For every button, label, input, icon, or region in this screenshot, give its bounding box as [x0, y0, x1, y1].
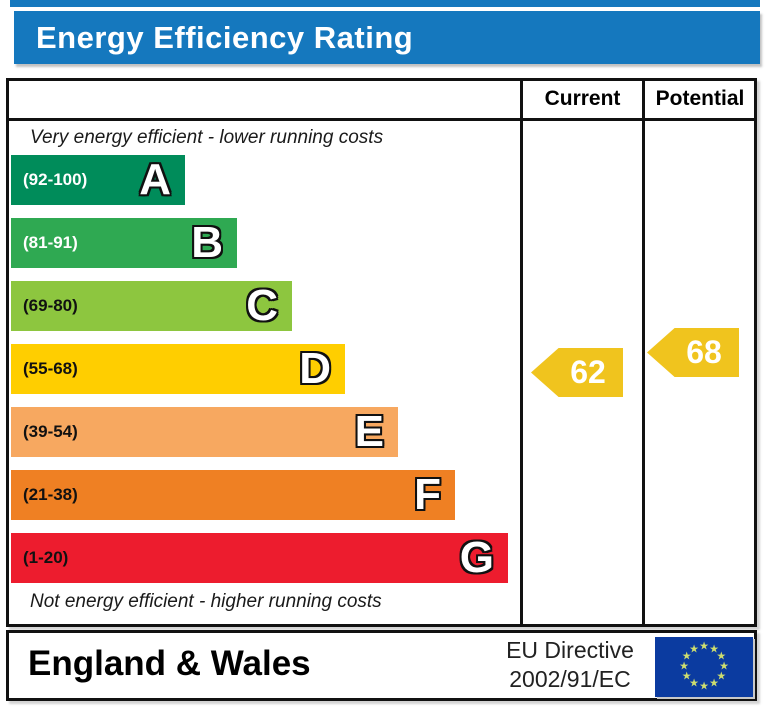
eu-flag-star: ★ [679, 660, 689, 673]
eu-directive-line2: 2002/91/EC [509, 665, 631, 692]
band-bar-E: (39-54) E [11, 407, 398, 457]
band-bar-A: (92-100) A [11, 155, 185, 205]
eu-flag-icon: ★ ★ ★ ★ ★ ★ ★ ★ ★ ★ ★ ★ [655, 637, 753, 697]
eu-flag-star: ★ [681, 670, 692, 683]
eu-directive-label: EU Directive 2002/91/EC [492, 636, 648, 694]
eu-directive-line1: EU Directive [506, 637, 634, 663]
eu-flag-star: ★ [719, 660, 729, 673]
top-accent-strip [10, 0, 760, 7]
eu-flag-star: ★ [709, 643, 719, 656]
band-letter-C: C [246, 281, 278, 330]
band-letter-A: A [139, 155, 171, 204]
band-row-G: (1-20) G [11, 533, 520, 583]
band-bar-F: (21-38) F [11, 470, 455, 520]
band-bar-G: (1-20) G [11, 533, 508, 583]
band-letter-D: D [299, 344, 331, 393]
eu-flag-star: ★ [689, 643, 699, 656]
band-bar-D: (55-68) D [11, 344, 345, 394]
potential-column-divider [642, 81, 645, 624]
band-letter-F: F [414, 470, 441, 519]
potential-rating-value: 68 [686, 334, 722, 370]
band-range-label-D: (55-68) [23, 359, 78, 378]
footer-frame [6, 630, 757, 701]
caption-very-efficient: Very energy efficient - lower running co… [30, 127, 384, 148]
eu-flag-star: ★ [681, 650, 692, 663]
band-letter-G: G [459, 533, 494, 582]
eu-flag-star: ★ [716, 650, 727, 663]
potential-column-header: Potential [655, 87, 745, 110]
eu-flag-star: ★ [716, 670, 727, 683]
current-column-divider [520, 81, 523, 624]
band-range-label-A: (92-100) [23, 170, 88, 189]
eu-flag-star: ★ [699, 640, 709, 653]
band-row-A: (92-100) A [11, 155, 520, 205]
band-bar-B: (81-91) B [11, 218, 237, 268]
band-row-B: (81-91) B [11, 218, 520, 268]
band-bar-C: (69-80) C [11, 281, 292, 331]
band-range-label-C: (69-80) [23, 296, 78, 315]
band-letter-E: E [354, 407, 384, 456]
band-row-C: (69-80) C [11, 281, 520, 331]
band-range-label-F: (21-38) [23, 485, 78, 504]
header-divider-line [9, 118, 754, 121]
current-column-header: Current [544, 87, 621, 110]
band-range-label-E: (39-54) [23, 422, 78, 441]
band-row-D: (55-68) D [11, 344, 520, 394]
band-letter-B: B [191, 218, 223, 267]
current-rating-value: 62 [570, 354, 606, 390]
eu-flag-star: ★ [709, 677, 719, 690]
band-row-F: (21-38) F [11, 470, 520, 520]
title-bar: Energy Efficiency Rating [14, 11, 760, 64]
band-row-E: (39-54) E [11, 407, 520, 457]
region-label: England & Wales [28, 644, 311, 683]
eu-flag-star: ★ [689, 677, 699, 690]
page-title: Energy Efficiency Rating [36, 19, 414, 55]
band-range-label-B: (81-91) [23, 233, 78, 252]
caption-not-efficient: Not energy efficient - higher running co… [30, 591, 382, 612]
band-range-label-G: (1-20) [23, 548, 69, 567]
eu-flag-star: ★ [699, 680, 709, 693]
